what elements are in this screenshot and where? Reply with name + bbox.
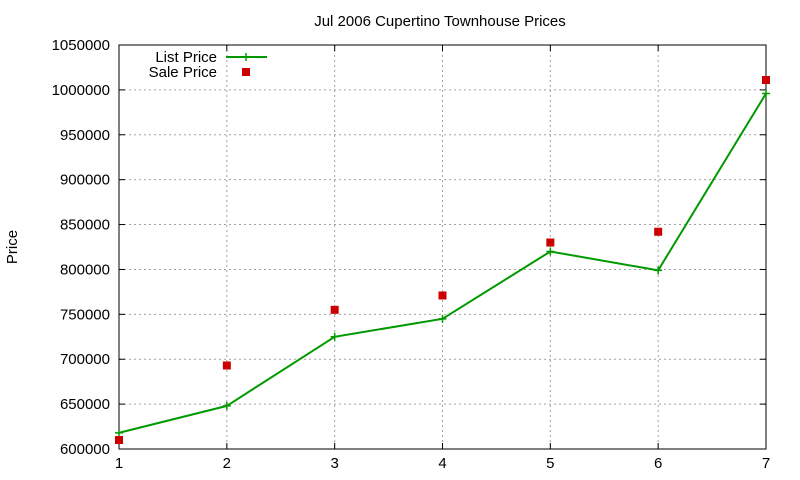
data-point-square <box>115 436 123 445</box>
y-tick-label: 900000 <box>60 172 110 189</box>
y-tick-label: 1050000 <box>52 37 110 54</box>
data-point-square <box>762 76 770 85</box>
axis-ticks: 1 2 3 4 5 6 7 600000 650000 700000 750000 800000 850… <box>52 37 771 472</box>
y-tick-label: 1000000 <box>52 82 110 99</box>
legend-swatch-plus <box>242 53 250 61</box>
legend-label: Sale Price <box>149 64 217 81</box>
x-tick-label: 6 <box>654 455 662 472</box>
y-tick-label: 800000 <box>60 261 110 278</box>
data-point-square <box>222 361 231 370</box>
data-point-plus <box>546 247 555 256</box>
legend-swatch-square <box>242 68 250 76</box>
x-tick-label: 7 <box>762 455 770 472</box>
y-tick-label: 700000 <box>60 351 110 368</box>
data-point-square <box>654 227 663 236</box>
data-point-square <box>330 305 339 314</box>
grid <box>119 45 766 449</box>
data-point-plus <box>438 314 447 323</box>
x-tick-label: 4 <box>438 455 446 472</box>
plot-frame <box>118 44 767 450</box>
y-tick-label: 650000 <box>60 396 110 413</box>
x-tick-label: 3 <box>330 455 338 472</box>
data-point-square <box>438 291 447 300</box>
y-tick-label: 600000 <box>60 441 110 458</box>
series-0 <box>115 89 770 437</box>
data-point-plus <box>762 89 770 98</box>
x-tick-label: 2 <box>223 455 231 472</box>
x-tick-label: 5 <box>546 455 554 472</box>
data-point-plus <box>654 266 663 275</box>
y-tick-label: 950000 <box>60 127 110 144</box>
legend-label: List Price <box>155 49 217 66</box>
data-point-square <box>546 238 555 247</box>
series <box>115 76 770 445</box>
data-point-plus <box>330 332 339 341</box>
y-axis-label: Price <box>4 230 21 264</box>
data-point-plus <box>115 428 123 437</box>
chart-title: Jul 2006 Cupertino Townhouse Prices <box>314 13 566 30</box>
y-tick-label: 850000 <box>60 217 110 234</box>
y-tick-label: 750000 <box>60 306 110 323</box>
series-1 <box>115 76 770 445</box>
x-tick-label: 1 <box>115 455 123 472</box>
data-point-plus <box>222 401 231 410</box>
